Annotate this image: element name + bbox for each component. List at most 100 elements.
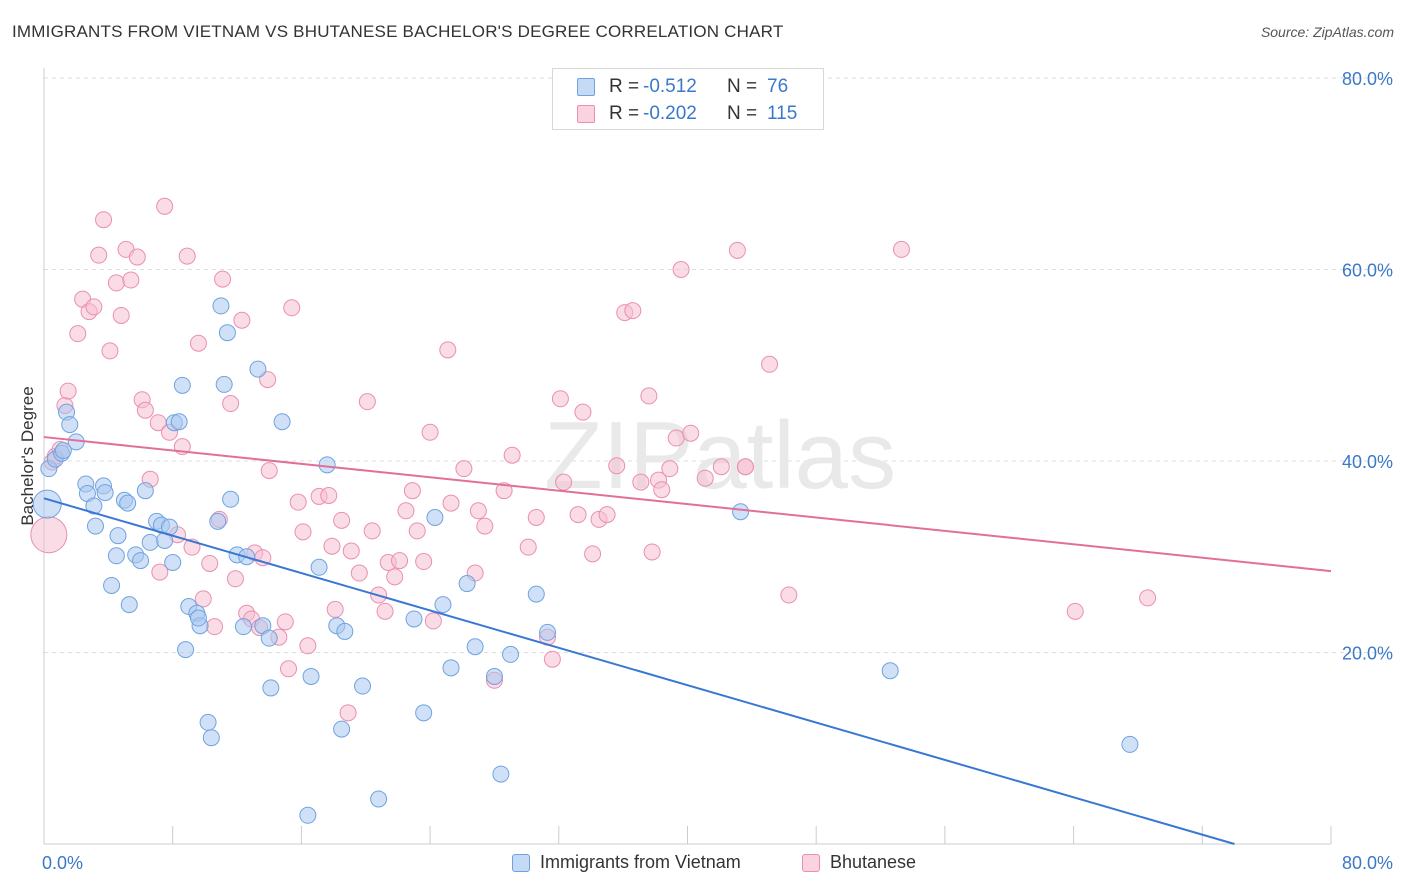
bhutanese-point[interactable]	[107, 274, 125, 292]
vietnam-point[interactable]	[119, 494, 137, 512]
bhutanese-point[interactable]	[350, 564, 368, 582]
vietnam-point[interactable]	[218, 324, 236, 342]
vietnam-point[interactable]	[202, 729, 220, 747]
bhutanese-point[interactable]	[632, 473, 650, 491]
bhutanese-point[interactable]	[469, 502, 487, 520]
bhutanese-point[interactable]	[339, 704, 357, 722]
bhutanese-point[interactable]	[59, 382, 77, 400]
vietnam-point[interactable]	[189, 609, 207, 627]
vietnam-point[interactable]	[1121, 735, 1139, 753]
vietnam-point[interactable]	[354, 677, 372, 695]
bhutanese-point[interactable]	[376, 602, 394, 620]
vietnam-point[interactable]	[336, 622, 354, 640]
bhutanese-point[interactable]	[421, 423, 439, 441]
bhutanese-point[interactable]	[320, 486, 338, 504]
bhutanese-point[interactable]	[761, 355, 779, 373]
bhutanese-point[interactable]	[653, 481, 671, 499]
vietnam-point[interactable]	[262, 679, 280, 697]
bhutanese-point[interactable]	[696, 469, 714, 487]
bhutanese-point[interactable]	[386, 568, 404, 586]
bhutanese-point[interactable]	[661, 460, 679, 478]
bhutanese-point[interactable]	[342, 542, 360, 560]
bhutanese-point[interactable]	[503, 446, 521, 464]
bhutanese-point[interactable]	[397, 502, 415, 520]
bhutanese-point[interactable]	[259, 371, 277, 389]
vietnam-point[interactable]	[164, 553, 182, 571]
bhutanese-point[interactable]	[222, 395, 240, 413]
vietnam-point[interactable]	[120, 596, 138, 614]
bhutanese-point[interactable]	[415, 553, 433, 571]
vietnam-point[interactable]	[107, 547, 125, 565]
bhutanese-point[interactable]	[574, 403, 592, 421]
vietnam-point[interactable]	[318, 456, 336, 474]
vietnam-point[interactable]	[212, 297, 230, 315]
bhutanese-point[interactable]	[151, 563, 169, 581]
bhutanese-point[interactable]	[333, 511, 351, 529]
vietnam-point[interactable]	[485, 667, 503, 685]
vietnam-point[interactable]	[222, 490, 240, 508]
bhutanese-point[interactable]	[667, 429, 685, 447]
legend-item-vietnam[interactable]: Immigrants from Vietnam	[512, 852, 741, 873]
bhutanese-point[interactable]	[736, 458, 754, 476]
bhutanese-point[interactable]	[584, 545, 602, 563]
bhutanese-point[interactable]	[214, 270, 232, 288]
bhutanese-point[interactable]	[101, 342, 119, 360]
bhutanese-point[interactable]	[543, 650, 561, 668]
vietnam-point[interactable]	[434, 596, 452, 614]
vietnam-point[interactable]	[141, 533, 159, 551]
bhutanese-point[interactable]	[495, 482, 513, 500]
bhutanese-point[interactable]	[178, 247, 196, 265]
bhutanese-point[interactable]	[1066, 602, 1084, 620]
bhutanese-point[interactable]	[682, 424, 700, 442]
vietnam-point[interactable]	[415, 704, 433, 722]
bhutanese-point[interactable]	[476, 517, 494, 535]
bhutanese-point[interactable]	[555, 473, 573, 491]
bhutanese-point[interactable]	[598, 506, 616, 524]
bhutanese-point[interactable]	[892, 240, 910, 258]
vietnam-point[interactable]	[310, 558, 328, 576]
bhutanese-point[interactable]	[299, 637, 317, 655]
bhutanese-point[interactable]	[112, 306, 130, 324]
vietnam-point[interactable]	[170, 413, 188, 431]
bhutanese-point[interactable]	[1139, 589, 1157, 607]
vietnam-point[interactable]	[370, 790, 388, 808]
bhutanese-point[interactable]	[391, 552, 409, 570]
vietnam-point[interactable]	[132, 552, 150, 570]
bhutanese-point[interactable]	[90, 246, 108, 264]
vietnam-point[interactable]	[177, 641, 195, 659]
bhutanese-point[interactable]	[189, 334, 207, 352]
bhutanese-point[interactable]	[136, 401, 154, 419]
bhutanese-point[interactable]	[85, 298, 103, 316]
vietnam-point[interactable]	[173, 376, 191, 394]
bhutanese-point[interactable]	[728, 241, 746, 259]
vietnam-point[interactable]	[881, 662, 899, 680]
vietnam-point[interactable]	[209, 512, 227, 530]
bhutanese-point[interactable]	[280, 660, 298, 678]
bhutanese-point[interactable]	[276, 613, 294, 631]
bhutanese-point[interactable]	[122, 271, 140, 289]
bhutanese-point[interactable]	[363, 522, 381, 540]
bhutanese-point[interactable]	[260, 462, 278, 480]
vietnam-point[interactable]	[405, 610, 423, 628]
bhutanese-point[interactable]	[608, 457, 626, 475]
bhutanese-point[interactable]	[519, 538, 537, 556]
bhutanese-point[interactable]	[424, 612, 442, 630]
vietnam-point[interactable]	[299, 806, 317, 824]
bhutanese-point[interactable]	[206, 618, 224, 636]
bhutanese-point[interactable]	[640, 387, 658, 405]
vietnam-point[interactable]	[96, 484, 114, 502]
vietnam-point[interactable]	[85, 497, 103, 515]
bhutanese-point[interactable]	[712, 458, 730, 476]
bhutanese-point[interactable]	[283, 299, 301, 317]
vietnam-point[interactable]	[260, 629, 278, 647]
bhutanese-point[interactable]	[780, 586, 798, 604]
bhutanese-point[interactable]	[624, 302, 642, 320]
vietnam-point[interactable]	[539, 623, 557, 641]
bhutanese-point[interactable]	[569, 506, 587, 524]
vietnam-point[interactable]	[273, 413, 291, 431]
bhutanese-point[interactable]	[643, 543, 661, 561]
vietnam-point[interactable]	[234, 618, 252, 636]
vietnam-point[interactable]	[527, 585, 545, 603]
bhutanese-point[interactable]	[439, 341, 457, 359]
vietnam-point[interactable]	[492, 765, 510, 783]
